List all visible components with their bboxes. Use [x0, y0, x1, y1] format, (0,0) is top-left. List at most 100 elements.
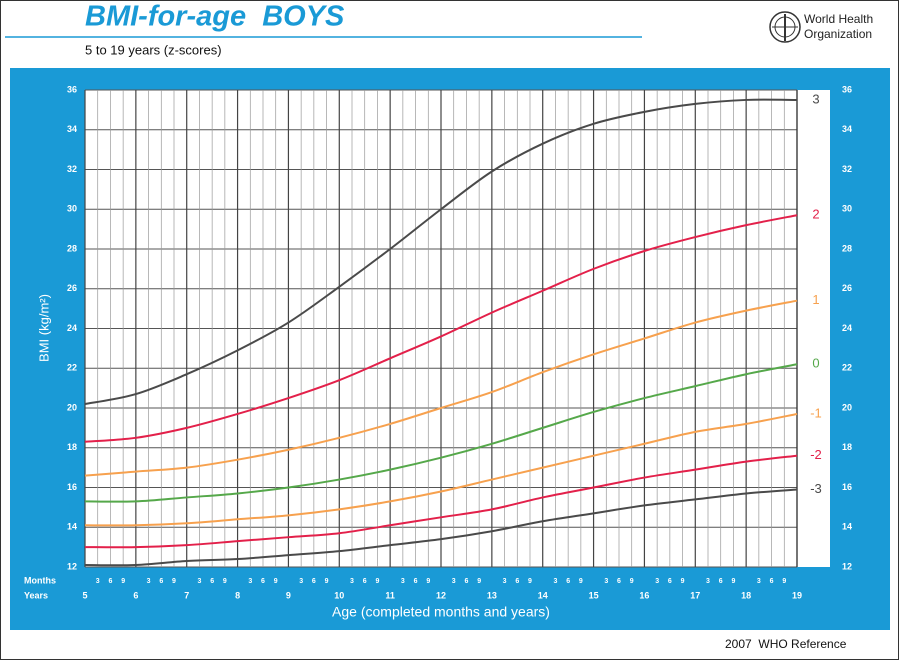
y-tick-label: 14 — [67, 522, 77, 532]
month-tick-label: 6 — [464, 578, 468, 585]
y-tick-label: 16 — [67, 482, 77, 492]
chart-subtitle: 5 to 19 years (z-scores) — [85, 42, 222, 57]
month-tick-label: 6 — [210, 578, 214, 585]
x-tick-label: 6 — [133, 590, 138, 600]
month-tick-label: 3 — [757, 578, 761, 585]
y-tick-label: 12 — [67, 561, 77, 571]
y-tick-label: 12 — [842, 561, 852, 571]
month-tick-label: 9 — [579, 578, 583, 585]
x-tick-label: 5 — [82, 590, 87, 600]
month-tick-label: 3 — [503, 578, 507, 585]
x-row-label: Months — [24, 575, 56, 585]
y-tick-label: 34 — [67, 124, 77, 134]
x-tick-label: 19 — [792, 590, 802, 600]
z-score-line — [84, 363, 798, 503]
month-tick-label: 9 — [426, 578, 430, 585]
z-score-line — [84, 454, 798, 549]
series-label: 1 — [812, 292, 819, 307]
x-row-label: Years — [24, 590, 48, 600]
y-tick-label: 14 — [842, 522, 852, 532]
month-tick-label: 9 — [274, 578, 278, 585]
month-tick-label: 6 — [515, 578, 519, 585]
x-tick-label: 18 — [741, 590, 751, 600]
month-tick-label: 3 — [706, 578, 710, 585]
series-label: 3 — [812, 91, 819, 106]
y-axis-label: BMI (kg/m²) — [36, 294, 51, 362]
month-tick-label: 6 — [414, 578, 418, 585]
chart-title: BMI-for-age BOYS — [85, 1, 345, 33]
org-name: Organization — [804, 27, 872, 41]
x-tick-label: 11 — [385, 590, 395, 600]
z-score-line — [84, 412, 798, 527]
y-tick-label: 26 — [842, 283, 852, 293]
month-tick-label: 3 — [553, 578, 557, 585]
month-tick-label: 3 — [655, 578, 659, 585]
month-tick-label: 9 — [325, 578, 329, 585]
y-tick-label: 30 — [842, 204, 852, 214]
y-tick-label: 18 — [842, 442, 852, 452]
month-tick-label: 6 — [719, 578, 723, 585]
z-score-line — [84, 98, 798, 406]
month-tick-label: 9 — [121, 578, 125, 585]
z-score-line — [84, 299, 798, 477]
y-tick-label: 24 — [67, 323, 77, 333]
y-tick-label: 18 — [67, 442, 77, 452]
month-tick-label: 9 — [528, 578, 532, 585]
month-tick-label: 3 — [299, 578, 303, 585]
month-tick-label: 6 — [566, 578, 570, 585]
x-axis-label: Age (completed months and years) — [332, 604, 550, 620]
month-tick-label: 3 — [604, 578, 608, 585]
x-tick-label: 16 — [639, 590, 649, 600]
y-tick-label: 22 — [67, 363, 77, 373]
z-score-line — [84, 488, 798, 567]
x-tick-label: 7 — [184, 590, 189, 600]
y-tick-label: 30 — [67, 204, 77, 214]
org-name: World Health — [804, 12, 873, 26]
month-tick-label: 3 — [452, 578, 456, 585]
series-label: -3 — [810, 481, 822, 496]
y-tick-label: 28 — [842, 243, 852, 253]
y-tick-label: 28 — [67, 243, 77, 253]
x-tick-label: 8 — [235, 590, 240, 600]
month-tick-label: 9 — [630, 578, 634, 585]
y-tick-label: 36 — [842, 84, 852, 94]
y-tick-label: 16 — [842, 482, 852, 492]
z-score-line — [84, 214, 798, 443]
x-tick-label: 10 — [334, 590, 344, 600]
y-tick-label: 32 — [842, 164, 852, 174]
y-tick-label: 24 — [842, 323, 852, 333]
y-tick-label: 20 — [842, 402, 852, 412]
series-label: -1 — [810, 405, 822, 420]
y-tick-label: 34 — [842, 124, 852, 134]
month-tick-label: 3 — [248, 578, 252, 585]
x-tick-label: 14 — [538, 590, 548, 600]
month-tick-label: 3 — [96, 578, 100, 585]
x-tick-label: 12 — [436, 590, 446, 600]
x-tick-label: 9 — [286, 590, 291, 600]
month-tick-label: 6 — [261, 578, 265, 585]
month-tick-label: 9 — [375, 578, 379, 585]
month-tick-label: 3 — [350, 578, 354, 585]
x-tick-label: 17 — [690, 590, 700, 600]
month-tick-label: 9 — [223, 578, 227, 585]
x-tick-label: 15 — [589, 590, 599, 600]
month-tick-label: 3 — [147, 578, 151, 585]
month-tick-label: 6 — [363, 578, 367, 585]
x-tick-label: 13 — [487, 590, 497, 600]
month-tick-label: 3 — [401, 578, 405, 585]
month-tick-label: 9 — [172, 578, 176, 585]
y-tick-label: 20 — [67, 402, 77, 412]
y-tick-label: 26 — [67, 283, 77, 293]
month-tick-label: 3 — [197, 578, 201, 585]
month-tick-label: 9 — [782, 578, 786, 585]
month-tick-label: 6 — [617, 578, 621, 585]
y-tick-label: 36 — [67, 84, 77, 94]
month-tick-label: 6 — [668, 578, 672, 585]
footer: 2007 WHO Reference — [725, 637, 847, 651]
series-label: 0 — [812, 356, 819, 371]
month-tick-label: 9 — [681, 578, 685, 585]
month-tick-label: 6 — [159, 578, 163, 585]
month-tick-label: 9 — [731, 578, 735, 585]
month-tick-label: 6 — [770, 578, 774, 585]
y-tick-label: 22 — [842, 363, 852, 373]
